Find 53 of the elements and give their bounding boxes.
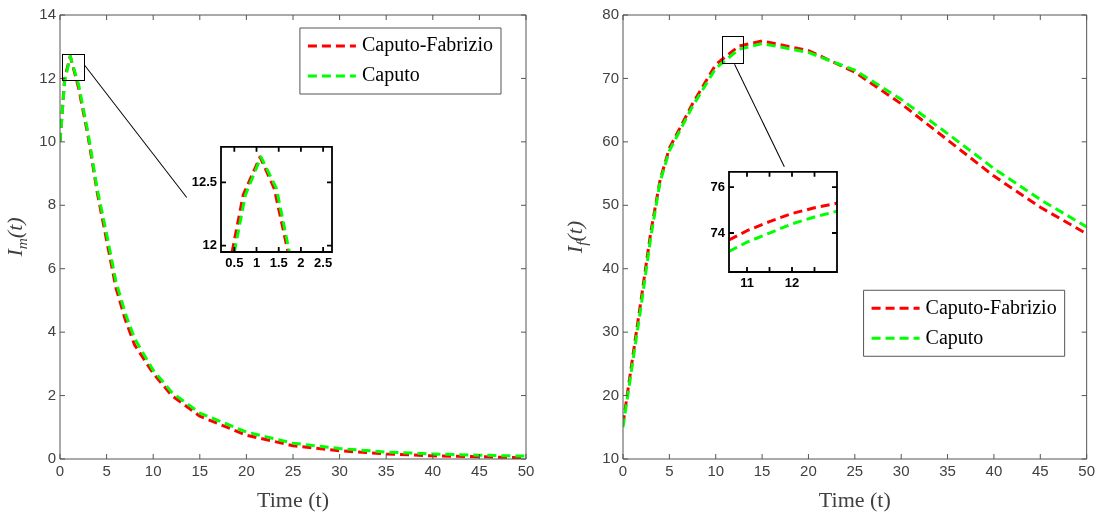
y-tick-label: 80	[602, 5, 619, 23]
x-tick-label: 1.5	[269, 255, 288, 271]
y-tick-label: 10	[39, 132, 56, 149]
legend-label: Caputo	[361, 63, 420, 87]
y-axis-title: Im(t)	[1, 217, 30, 258]
y-tick-label: 10	[602, 449, 619, 467]
y-tick-label: 20	[602, 385, 619, 403]
x-tick-label: 2	[297, 255, 305, 271]
x-axis-title: Time (t)	[257, 486, 329, 512]
legend-label: Caputo-Fabrizio	[361, 33, 494, 57]
x-tick-label: 50	[1078, 462, 1095, 480]
y-tick-label: 76	[710, 178, 725, 194]
line-series	[729, 201, 837, 242]
y-tick-label: 14	[39, 5, 56, 23]
y-tick-label: 60	[602, 132, 619, 149]
y-tick-label: 12	[39, 68, 56, 86]
x-tick-label: 45	[471, 462, 488, 480]
y-tick-label: 4	[47, 322, 56, 340]
x-tick-label: 0.5	[225, 255, 244, 271]
x-tick-label: 5	[665, 462, 674, 480]
y-tick-label: 0	[47, 449, 56, 467]
x-tick-label: 2.5	[314, 255, 333, 271]
y-axis-title: If(t)	[561, 220, 590, 255]
legend-label: Caputo	[925, 325, 984, 349]
x-tick-label: 25	[284, 462, 302, 480]
x-tick-label: 11	[740, 275, 754, 291]
x-axis-title: Time (t)	[818, 486, 891, 512]
x-tick-label: 20	[238, 462, 255, 480]
x-tick-label: 40	[424, 462, 442, 480]
x-tick-label: 1	[252, 255, 261, 271]
x-tick-label: 35	[377, 462, 395, 480]
x-tick-label: 10	[144, 462, 162, 480]
y-tick-label: 30	[602, 322, 619, 340]
y-tick-label: 12.5	[191, 173, 217, 189]
y-tick-label: 6	[47, 258, 56, 276]
x-tick-label: 15	[753, 462, 771, 480]
line-series	[729, 209, 837, 253]
x-tick-label: 30	[892, 462, 910, 480]
y-tick-label: 2	[47, 385, 56, 403]
x-tick-label: 20	[800, 462, 817, 480]
legend-label: Caputo-Fabrizio	[925, 295, 1057, 319]
x-tick-label: 45	[1031, 462, 1049, 480]
x-tick-label: 35	[939, 462, 956, 480]
x-tick-label: 50	[517, 462, 535, 480]
x-tick-label: 15	[191, 462, 209, 480]
y-tick-label: 50	[602, 195, 619, 213]
x-tick-label: 40	[985, 462, 1003, 480]
x-tick-label: 5	[102, 462, 111, 480]
x-tick-label: 30	[331, 462, 348, 480]
y-tick-label: 8	[47, 195, 56, 213]
y-tick-label: 74	[710, 224, 726, 240]
y-tick-label: 70	[602, 68, 619, 86]
x-tick-label: 25	[846, 462, 864, 480]
